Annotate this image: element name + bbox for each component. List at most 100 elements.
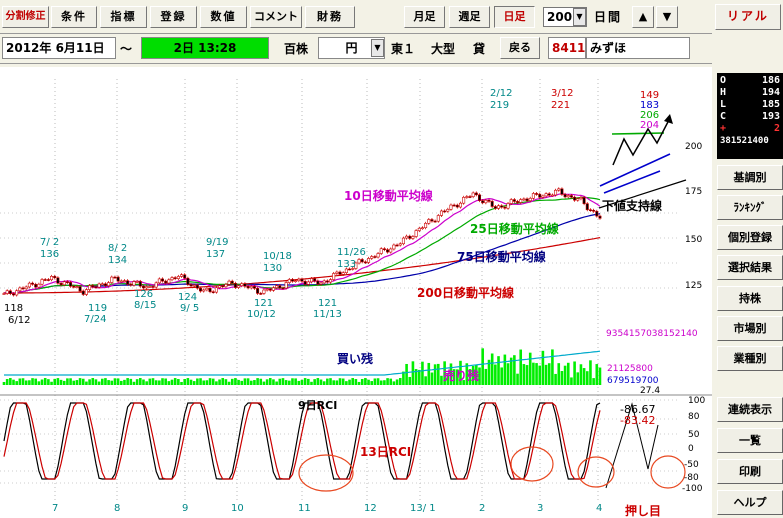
candle-body [290,279,294,282]
side-menu-item[interactable]: ﾗﾝｷﾝｸﾞ [717,195,783,220]
candle-body [27,282,31,288]
candle-body [560,188,564,195]
quote-panel: O 186 H 194 L 185 C 193 +2 381521400 [717,73,783,159]
volume-bar [332,380,335,385]
candle-body [557,188,561,191]
candle-body [376,253,380,258]
back-button[interactable]: 戻る [500,37,540,59]
month-tick: 3 [537,503,543,514]
volume-bar [81,378,85,385]
volume-bar [573,361,576,385]
candle-body [37,283,41,288]
numeric-button[interactable]: 数値 [200,6,247,28]
rci9-line [3,402,601,480]
side-menu-item[interactable]: 連続表示 [717,397,783,422]
candle-body [100,283,104,286]
weekly-button[interactable]: 週足 [449,6,490,28]
side-menu-item[interactable]: ヘルプ [717,490,783,515]
volume-bar [208,378,212,385]
start-date-field[interactable]: 2012年 6月11日 [2,37,116,59]
volume-bar [259,378,263,385]
condition-button[interactable]: 条件 [51,6,97,28]
financial-button[interactable]: 財務 [305,6,355,28]
chart-label: 50 [688,430,700,440]
candle-body [341,272,345,275]
scroll-down-button[interactable]: ▼ [656,6,678,28]
volume-bar [75,380,79,385]
volume-bar [354,379,358,385]
chart-grid [0,79,680,502]
candle-body [173,277,177,279]
candle-body [195,284,199,289]
candle-body [145,286,149,289]
candle-body [329,279,333,283]
chart-label: 10/18 [263,251,292,262]
period-select[interactable]: 200 ▼ [543,7,587,27]
candle-body [262,289,266,294]
chevron-down-icon[interactable]: ▼ [573,8,586,26]
monthly-button[interactable]: 月足 [404,6,445,28]
daily-button[interactable]: 日足 [494,6,535,28]
chart-label: 150 [685,235,702,245]
scroll-up-button[interactable]: ▲ [632,6,654,28]
realtime-button[interactable]: リアル [715,4,781,30]
month-tick: 2 [479,503,485,514]
side-menu-item[interactable]: 個別登録 [717,225,783,250]
side-menu-item[interactable]: 選択結果 [717,255,783,280]
volume-bar [462,380,465,385]
candle-body [252,286,256,289]
candle-body [103,283,107,287]
quote-row: H 194 [720,87,780,98]
candle-body [389,248,393,253]
currency-select[interactable]: 円 ▼ [318,37,385,59]
candle-body [97,283,101,288]
volume-bar [202,380,206,385]
chevron-down-icon[interactable]: ▼ [371,39,384,57]
candle-body [506,203,510,209]
candle-body [275,285,279,289]
volume-bar [161,378,164,385]
volume-bar [379,380,383,385]
register-button[interactable]: 登録 [150,6,197,28]
volume-bar [224,379,228,385]
end-date-field[interactable]: 2日 13:28 [141,37,269,59]
candle-body [430,219,434,222]
stock-code-field[interactable]: 8411 [548,37,586,59]
chart-label: 200 [685,142,702,152]
volume-bar [579,364,583,385]
indicator-button[interactable]: 指標 [100,6,147,28]
side-menu-item[interactable]: 印刷 [717,459,783,484]
candle-body [183,274,187,279]
volume-bar [538,365,542,385]
volume-bar [227,381,231,385]
volume-bar [383,380,386,385]
side-menu-item[interactable]: 一覧 [717,428,783,453]
candle-body [189,284,193,287]
volume-bar [126,378,129,385]
candle-body [427,219,431,224]
volume-bar [589,360,592,385]
candle-body [598,215,602,219]
volume-bar [119,380,123,385]
candle-body [199,287,203,292]
volume-bar [364,378,367,385]
volume-bar [598,367,602,385]
candle-body [563,194,567,198]
ma10-label: 10日移動平均線 [344,188,433,203]
side-menu-item[interactable]: 持株 [717,286,783,311]
side-menu-item[interactable]: 基調別 [717,165,783,190]
volume-bar [554,373,557,385]
comment-button[interactable]: コメント [250,6,302,28]
volume-bar [192,381,196,385]
volume-bar [582,368,586,385]
side-menu-item[interactable]: 市場別 [717,316,783,341]
candle-body [246,286,250,289]
candle-body [354,262,358,269]
volume-bar [281,378,285,385]
split-adjust-button[interactable]: 分割修正 [2,6,49,28]
volume-bar [449,363,453,385]
side-menu-item[interactable]: 業種別 [717,346,783,371]
volume-bar [199,378,202,385]
volume-bar [487,359,491,385]
